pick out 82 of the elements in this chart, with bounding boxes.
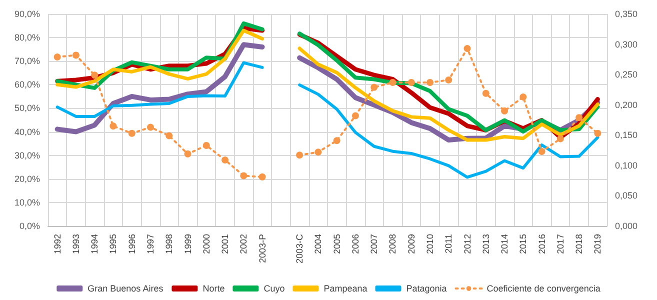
point bbox=[184, 150, 192, 158]
x-tick-label: 2016 bbox=[536, 234, 547, 254]
x-tick-label: 2010 bbox=[424, 234, 435, 254]
x-tick-label: 2018 bbox=[574, 234, 584, 254]
point bbox=[426, 78, 434, 86]
point bbox=[370, 84, 378, 91]
point bbox=[314, 148, 322, 156]
point bbox=[72, 52, 80, 59]
point bbox=[146, 124, 154, 131]
x-tick-label: 2017 bbox=[555, 234, 566, 254]
y2-tick-label: 0,150 bbox=[615, 130, 638, 140]
y2-tick-label: 0,000 bbox=[615, 221, 638, 231]
y-tick-label: 30,0% bbox=[14, 150, 40, 160]
y2-tick-label: 0,200 bbox=[615, 100, 638, 110]
point bbox=[240, 172, 248, 180]
point bbox=[501, 107, 508, 114]
x-tick-label: 2000 bbox=[201, 234, 212, 254]
point bbox=[222, 156, 229, 164]
x-tick-label: 2011 bbox=[444, 234, 454, 254]
point bbox=[166, 132, 173, 140]
y2-tick-label: 0,350 bbox=[615, 9, 638, 19]
x-tick-label: 2015 bbox=[518, 234, 528, 254]
x-tick-label: 2009 bbox=[406, 234, 416, 254]
point bbox=[445, 76, 452, 84]
x-tick-label: 1996 bbox=[126, 234, 137, 254]
y-tick-label: 0,0% bbox=[19, 221, 40, 231]
point bbox=[352, 112, 359, 120]
y2-tick-label: 0,100 bbox=[615, 160, 638, 170]
legend-label: Patagonia bbox=[406, 284, 447, 294]
y-tick-label: 70,0% bbox=[14, 56, 40, 66]
x-tick-label: 1992 bbox=[52, 234, 62, 254]
y-tick-label: 80,0% bbox=[14, 32, 40, 43]
legend-label: Coeficiente de convergencia bbox=[486, 284, 600, 294]
y2-tick-label: 0,300 bbox=[615, 39, 638, 50]
legend-label: Gran Buenos Aires bbox=[88, 284, 164, 294]
point bbox=[594, 130, 602, 137]
y-tick-label: 50,0% bbox=[14, 103, 40, 114]
x-tick-label: 2001 bbox=[220, 234, 230, 254]
x-tick-label: 2008 bbox=[388, 234, 398, 254]
point bbox=[296, 152, 304, 159]
point bbox=[258, 173, 266, 180]
x-tick-label: 2013 bbox=[480, 234, 491, 254]
legend-label: Cuyo bbox=[264, 284, 285, 294]
y2-tick-label: 0,250 bbox=[615, 70, 638, 80]
x-tick-label: 1997 bbox=[145, 234, 156, 254]
y-tick-label: 10,0% bbox=[14, 197, 40, 208]
point bbox=[389, 78, 396, 86]
x-tick-label: 2012 bbox=[462, 234, 472, 254]
point bbox=[333, 137, 340, 144]
x-tick-label: 2006 bbox=[350, 234, 360, 254]
x-tick-label: 1993 bbox=[70, 234, 81, 254]
point bbox=[54, 54, 61, 61]
x-tick-label: 1994 bbox=[90, 234, 100, 254]
x-tick-label: 2002 bbox=[238, 234, 249, 254]
x-tick-label: 1999 bbox=[182, 234, 193, 254]
x-tick-label: 2003-C bbox=[294, 234, 305, 264]
x-tick-label: 2007 bbox=[369, 234, 380, 254]
y-tick-label: 20,0% bbox=[14, 174, 40, 184]
y-tick-label: 60,0% bbox=[14, 80, 40, 90]
point bbox=[520, 93, 527, 100]
point bbox=[482, 90, 490, 97]
point bbox=[110, 122, 117, 130]
x-tick-label: 2005 bbox=[332, 234, 342, 254]
x-tick-label: 1995 bbox=[108, 234, 118, 254]
legend-label: Pampeana bbox=[324, 284, 368, 294]
point bbox=[128, 130, 136, 137]
y-tick-label: 90,0% bbox=[14, 9, 40, 19]
y-tick-label: 40,0% bbox=[14, 126, 40, 137]
point bbox=[91, 72, 98, 79]
y2-tick-label: 0,050 bbox=[615, 190, 638, 201]
x-tick-label: 2003-P bbox=[257, 234, 268, 264]
point bbox=[408, 78, 415, 86]
point bbox=[464, 45, 471, 52]
x-tick-label: 1998 bbox=[164, 234, 174, 254]
legend-label: Norte bbox=[202, 284, 225, 294]
point bbox=[202, 142, 210, 149]
point bbox=[538, 148, 546, 155]
x-tick-label: 2004 bbox=[313, 234, 324, 254]
point bbox=[576, 114, 583, 122]
point bbox=[556, 135, 564, 142]
x-tick-label: 2014 bbox=[500, 234, 510, 254]
x-tick-label: 2019 bbox=[592, 234, 603, 254]
